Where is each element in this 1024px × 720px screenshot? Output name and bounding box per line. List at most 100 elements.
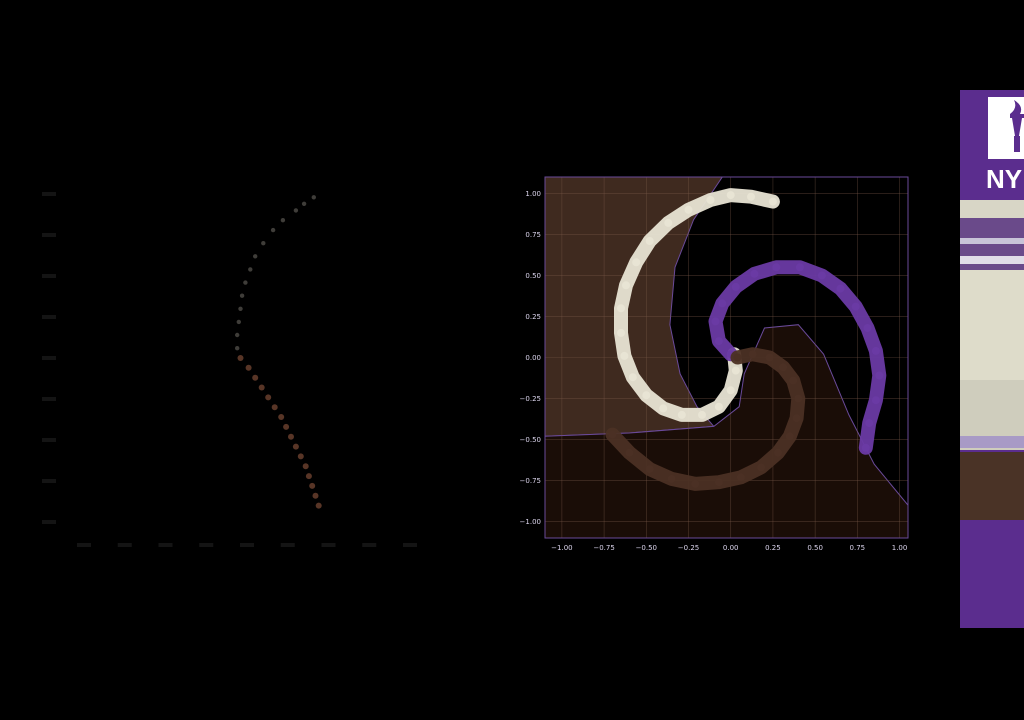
- left-point: [236, 319, 241, 325]
- left-scatter-chart: [42, 192, 417, 547]
- right-point: [871, 396, 880, 405]
- right-point: [795, 263, 804, 272]
- left-point: [265, 394, 272, 401]
- right-point: [792, 414, 801, 423]
- right-point: [731, 366, 740, 375]
- panel-band-light: [960, 200, 1024, 218]
- y-tick-label: −0.50: [520, 436, 541, 444]
- right-point: [617, 328, 625, 337]
- right-point: [642, 391, 651, 400]
- panel-band-purple: [960, 520, 1024, 628]
- right-point: [714, 402, 723, 411]
- left-y-tick-label: [42, 315, 56, 319]
- right-point: [774, 448, 782, 457]
- left-x-tick-label: [158, 543, 173, 547]
- right-point: [714, 337, 723, 346]
- right-point: [645, 237, 654, 245]
- left-y-tick-label: [42, 438, 56, 442]
- x-tick-label: 1.00: [892, 544, 908, 552]
- right-point: [785, 432, 794, 441]
- y-tick-label: 0.25: [525, 313, 541, 321]
- left-point: [237, 355, 244, 361]
- right-point: [772, 263, 781, 272]
- plot-frame: [544, 176, 909, 539]
- left-point: [248, 267, 253, 272]
- x-tick-label: 0.00: [723, 544, 739, 552]
- right-point: [747, 192, 755, 201]
- right-point: [757, 463, 766, 472]
- right-point: [667, 474, 676, 483]
- left-point: [311, 195, 316, 200]
- right-point: [677, 410, 686, 419]
- left-y-tick-label: [42, 479, 56, 483]
- left-y-tick-label: [42, 233, 56, 237]
- right-point: [750, 269, 759, 278]
- decision-regions: [545, 177, 908, 538]
- left-point: [278, 414, 285, 420]
- left-point: [283, 423, 290, 430]
- y-tick-label: 1.00: [525, 190, 541, 198]
- right-point: [691, 479, 700, 488]
- left-point: [235, 332, 240, 338]
- right-point: [632, 258, 641, 267]
- y-tick-label: 0.50: [525, 272, 541, 280]
- x-tick-label: −0.50: [636, 544, 657, 552]
- left-x-tick-label: [77, 543, 91, 547]
- left-point: [243, 280, 248, 285]
- right-decision-boundary-chart: −1.00 −0.75 −0.50 −0.25 0.00 0.25 0.50 0.75 1.00…: [520, 176, 909, 552]
- right-point: [726, 191, 735, 200]
- right-point: [875, 371, 884, 380]
- x-tick-label: −0.75: [593, 544, 614, 552]
- right-point: [625, 448, 634, 457]
- right-point: [608, 430, 617, 439]
- left-y-tick-label: [42, 356, 56, 360]
- left-point: [245, 364, 252, 371]
- left-point: [297, 453, 304, 460]
- right-point: [659, 404, 668, 413]
- left-y-tick-label: [42, 192, 56, 196]
- left-scatter-points: [235, 195, 322, 509]
- right-point: [817, 271, 826, 280]
- y-tick-label: −0.75: [520, 477, 541, 485]
- left-tick-labels: [42, 192, 417, 547]
- right-point: [726, 386, 735, 395]
- y-tick-label: −1.00: [520, 518, 541, 526]
- left-point: [305, 473, 312, 480]
- left-point: [309, 482, 316, 489]
- right-point: [628, 373, 637, 382]
- left-point: [312, 492, 319, 499]
- x-tick-label: 0.25: [765, 544, 781, 552]
- left-y-tick-label: [42, 397, 56, 401]
- right-point: [779, 363, 788, 372]
- right-point: [851, 302, 860, 311]
- left-y-tick-label: [42, 274, 56, 278]
- left-point: [235, 346, 240, 351]
- left-x-tick-label: [280, 543, 295, 547]
- right-point: [664, 218, 673, 227]
- left-point: [288, 433, 294, 440]
- right-point: [736, 473, 745, 482]
- right-point: [718, 299, 727, 308]
- right-point: [622, 281, 630, 290]
- x-tick-label: −1.00: [551, 544, 572, 552]
- left-point: [271, 404, 278, 411]
- left-point: [302, 463, 309, 470]
- panel-stripe-2: [960, 256, 1024, 264]
- left-y-tick-label: [42, 520, 56, 524]
- right-point: [731, 282, 740, 291]
- right-point: [863, 324, 872, 332]
- panel-band-cream: [960, 270, 1024, 380]
- left-point: [258, 384, 265, 391]
- side-panel: NY: [960, 90, 1024, 628]
- left-x-tick-label: [117, 543, 132, 547]
- right-point: [706, 196, 715, 204]
- right-point: [617, 304, 625, 313]
- right-point: [748, 350, 757, 359]
- right-point: [698, 410, 706, 419]
- right-tick-labels: −1.00 −0.75 −0.50 −0.25 0.00 0.25 0.50 0.75 1.00…: [520, 190, 908, 552]
- left-x-tick-label: [240, 543, 254, 547]
- left-point: [239, 293, 245, 298]
- right-point: [684, 205, 693, 214]
- left-point: [315, 502, 322, 509]
- x-tick-label: 0.75: [850, 544, 866, 552]
